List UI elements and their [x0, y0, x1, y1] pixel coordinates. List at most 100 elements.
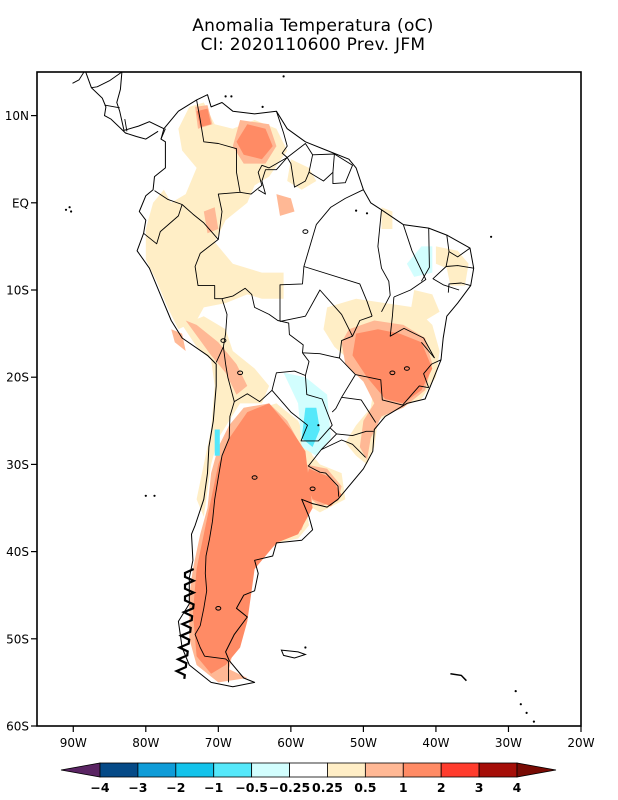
island-dot — [64, 208, 68, 211]
island-dot — [355, 209, 358, 212]
warm-area-argentina-warm — [192, 403, 313, 674]
country-border — [91, 72, 123, 89]
coastline-chilean-fjords — [173, 568, 197, 680]
island-dot — [514, 690, 517, 693]
island-dot — [153, 494, 156, 497]
colorbar-max-arrow — [516, 762, 557, 778]
lake — [309, 486, 316, 492]
lat-tick-label: EQ — [12, 196, 29, 210]
map-subtitle: CI: 2020110600 Prev. JFM — [200, 35, 426, 55]
country-border — [303, 266, 373, 317]
country-border — [331, 374, 356, 413]
lat-tick-label: 10N — [5, 109, 29, 123]
anomaly-area-0.5-1 — [171, 329, 186, 351]
island-dot — [532, 720, 536, 723]
island-dot — [230, 95, 233, 98]
colorbar-swatch — [99, 762, 139, 778]
island-dot — [68, 206, 71, 209]
colorbar-swatch — [402, 762, 442, 778]
country-border — [279, 289, 353, 337]
lat-tick-label: 40S — [6, 545, 29, 559]
island-dot — [282, 75, 285, 78]
lat-tick-label: 50S — [6, 632, 29, 646]
colorbar-swatch — [364, 762, 404, 778]
colorbar-swatch — [251, 762, 290, 778]
anomaly-area-0.5-1 — [185, 320, 248, 395]
colorbar-label: −0.5 — [235, 780, 268, 795]
colorbar-min-arrow — [60, 762, 101, 778]
island-dot — [490, 235, 493, 238]
plot-frame — [36, 71, 582, 727]
colorbar-label: 0.5 — [354, 780, 376, 795]
anomaly-area-0.5-1 — [276, 194, 295, 216]
country-border — [104, 104, 120, 109]
country-border — [302, 352, 340, 359]
colorbar-swatch — [440, 762, 480, 778]
anomaly-area-0.25-0.5 — [410, 290, 440, 321]
country-border — [181, 204, 228, 363]
colorbar-label: 0.25 — [312, 780, 343, 795]
country-border — [421, 342, 435, 359]
lat-tick-label: 30S — [6, 458, 29, 472]
lake — [237, 370, 244, 376]
country-border — [321, 439, 366, 458]
anomaly-area-0.25-0.5 — [182, 316, 270, 517]
colorbar: −4 −3 −2 −1 −0.5 −0.25 0.25 0.5 1 2 3 4 — [60, 762, 557, 795]
country-border — [279, 189, 364, 322]
lon-tick-label: 90W — [60, 736, 87, 750]
lon-tick-label: 40W — [422, 736, 449, 750]
country-border — [336, 430, 374, 437]
island-dot — [144, 494, 147, 497]
colorbar-swatch — [213, 762, 253, 778]
coastline-south-georgia — [450, 672, 467, 682]
island-dot — [525, 711, 528, 715]
colorbar-label: −3 — [128, 780, 147, 795]
cool-area-chile-cool — [214, 429, 220, 456]
coastline-south-america — [136, 94, 475, 688]
country-border — [448, 247, 471, 258]
coastline-central-america — [85, 72, 165, 140]
coastline-falklands — [280, 649, 307, 659]
colorbar-swatch — [175, 762, 215, 778]
colorbar-label: −0.25 — [269, 780, 310, 795]
colorbar-label: −2 — [166, 780, 185, 795]
country-border — [421, 228, 430, 282]
lon-tick-label: 30W — [495, 736, 522, 750]
colorbar-label: 4 — [513, 780, 522, 795]
island-dot — [70, 210, 73, 213]
lake — [251, 475, 258, 480]
lon-tick-label: 50W — [350, 736, 377, 750]
anomaly-area-0.25-0.5 — [381, 207, 393, 229]
lat-tick-label: 10S — [6, 284, 29, 298]
lon-tick-label: 60W — [277, 736, 304, 750]
country-border — [446, 265, 474, 269]
map-title: Anomalia Temperatura (oC) — [192, 16, 434, 36]
island-dot — [519, 703, 522, 706]
warm-area-venezuela-warm — [236, 124, 273, 160]
country-border — [196, 99, 241, 240]
island-dot — [224, 95, 227, 98]
lake — [220, 338, 227, 343]
country-border — [402, 385, 429, 406]
country-border — [160, 128, 166, 140]
lat-tick-label: 20S — [6, 371, 29, 385]
lake — [215, 606, 222, 611]
lon-tick-label: 20W — [567, 736, 594, 750]
country-border — [124, 119, 128, 132]
country-border — [143, 190, 183, 245]
coastlines — [64, 62, 536, 723]
lon-tick-label: 80W — [132, 736, 159, 750]
colorbar-label: 2 — [437, 780, 446, 795]
country-border — [240, 111, 288, 195]
country-border — [286, 143, 314, 188]
island-dot — [275, 62, 277, 64]
country-border — [307, 427, 338, 467]
country-border — [257, 157, 288, 195]
lake — [302, 229, 309, 234]
country-border — [432, 235, 460, 291]
country-border — [221, 287, 310, 403]
country-border — [72, 72, 85, 84]
island-dot — [365, 212, 369, 215]
anomaly-area-0.25-0.5 — [287, 159, 317, 190]
